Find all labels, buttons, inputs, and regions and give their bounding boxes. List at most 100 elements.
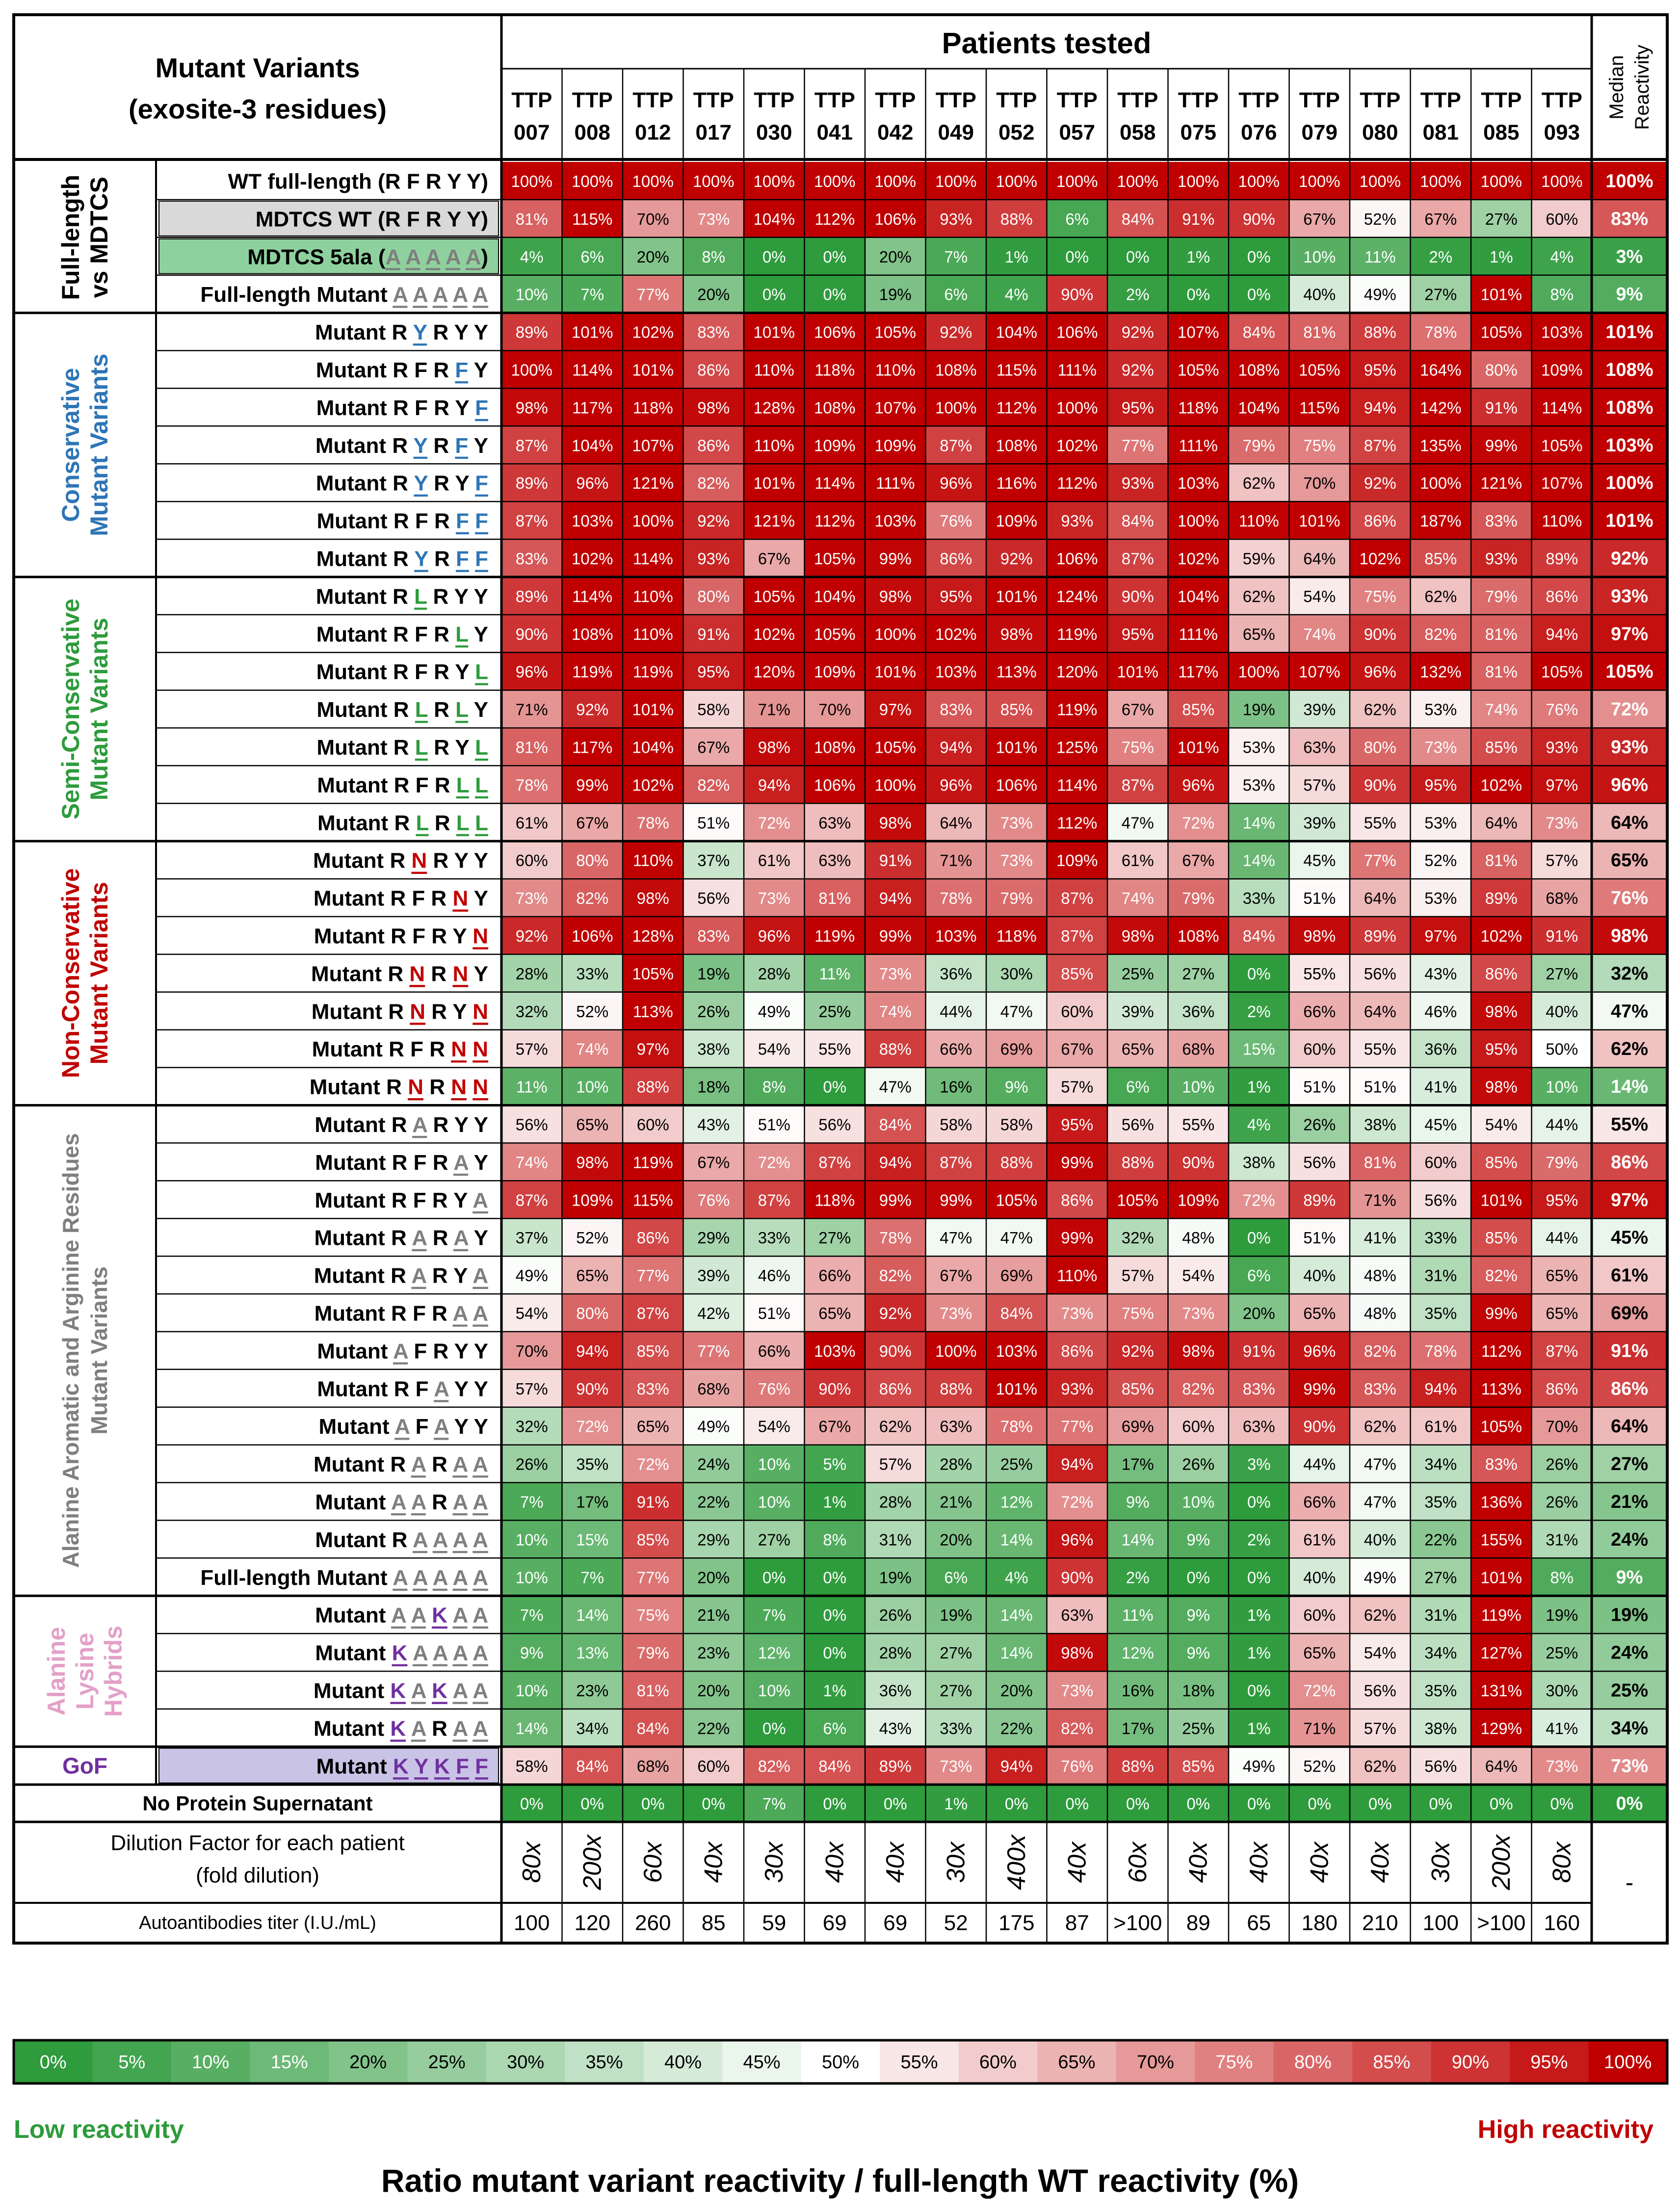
cell-value: 29% — [697, 1229, 730, 1247]
row-label: Mutant R F R Y F — [316, 395, 488, 420]
cell-value: 76% — [697, 1191, 730, 1209]
heatmap-cell — [501, 539, 562, 577]
median-value: 62% — [1611, 1039, 1648, 1059]
cell-value: 82% — [697, 776, 730, 794]
cell-value: 56% — [1364, 1682, 1396, 1700]
median-value: 55% — [1611, 1114, 1648, 1135]
heatmap-cell — [1289, 237, 1350, 275]
cell-value: 22% — [1424, 1530, 1457, 1549]
heatmap-cell — [623, 1445, 683, 1483]
heatmap-cell — [1350, 539, 1411, 577]
cell-value: 82% — [576, 889, 608, 907]
cell-value: 0% — [580, 1795, 604, 1813]
group-label: Semi-Conservative Mutant Variants — [57, 599, 113, 819]
heatmap-cell — [1229, 1181, 1289, 1219]
heatmap-cell — [1350, 1633, 1411, 1671]
heatmap-cell — [1531, 1181, 1592, 1219]
cell-value: 63% — [1061, 1606, 1093, 1624]
row-label: Mutant A F R Y Y — [317, 1339, 488, 1363]
heatmap-cell — [683, 162, 744, 200]
row-label: Mutant K Y K F F — [316, 1754, 488, 1778]
cell-value: 45% — [1424, 1115, 1457, 1133]
cell-value: 22% — [697, 1493, 730, 1511]
median-cell — [1592, 350, 1667, 389]
heatmap-cell — [744, 539, 805, 577]
row-label: Mutant R F R F Y — [316, 358, 488, 382]
heatmap-cell — [1047, 1785, 1107, 1822]
median-value: 86% — [1611, 1152, 1648, 1173]
cell-value: 73% — [940, 1757, 972, 1775]
heatmap-cell — [1107, 501, 1168, 539]
median-value: 45% — [1611, 1228, 1648, 1248]
heatmap-cell — [623, 1558, 683, 1596]
heatmap-cell — [1350, 350, 1411, 389]
heatmap-cell — [501, 1558, 562, 1596]
heatmap-cell — [865, 1482, 926, 1521]
cell-value: 88% — [1000, 210, 1033, 228]
cell-value: 48% — [1182, 1229, 1214, 1247]
cell-value: 70% — [1546, 1418, 1578, 1436]
row-label-text: Mutant A F R Y Y — [317, 1339, 488, 1363]
heatmap-cell — [1107, 1558, 1168, 1596]
heatmap-cell — [1531, 1558, 1592, 1596]
row-label: Mutant R A R Y Y — [315, 1112, 488, 1136]
heatmap-cell — [501, 162, 562, 200]
cell-value: 76% — [1061, 1757, 1093, 1775]
heatmap-cell — [562, 1331, 623, 1369]
row-label: Mutant A A K A A — [315, 1603, 488, 1627]
cell-value: 120% — [1056, 663, 1098, 681]
cell-value: 3% — [1247, 1455, 1271, 1474]
cell-value: 56% — [1364, 965, 1396, 983]
heatmap-cell — [744, 1746, 805, 1785]
titer-value: 160 — [1544, 1911, 1580, 1935]
row-label: Mutant R N R Y N — [312, 1000, 488, 1024]
legend-swatch-label: 100% — [1604, 2052, 1652, 2073]
heatmap-cell — [1229, 954, 1289, 992]
patient-id: 057 — [1059, 121, 1095, 145]
heatmap-cell — [1229, 1633, 1289, 1671]
heatmap-cell — [925, 1671, 986, 1709]
cell-value: 74% — [1485, 701, 1518, 719]
cell-value: 81% — [1485, 663, 1518, 681]
heatmap-cell — [562, 162, 623, 200]
heatmap-cell — [925, 426, 986, 464]
cell-value: 26% — [1303, 1115, 1336, 1133]
heatmap-cell — [1047, 1709, 1107, 1747]
heatmap-cell — [1410, 1029, 1471, 1068]
median-value: 69% — [1611, 1303, 1648, 1323]
heatmap-cell — [683, 577, 744, 615]
heatmap-cell — [986, 803, 1047, 842]
median-value: 100% — [1605, 171, 1653, 191]
cell-value: 48% — [1364, 1304, 1396, 1322]
heatmap-cell — [1289, 1067, 1350, 1106]
heatmap-cell — [1410, 765, 1471, 804]
cell-value: 84% — [576, 1757, 608, 1775]
legend-swatch — [250, 2040, 329, 2083]
cell-value: 6% — [944, 1568, 968, 1586]
legend-swatch-label: 20% — [349, 2052, 387, 2073]
cell-value: 114% — [814, 474, 855, 492]
heatmap-cell — [1289, 1596, 1350, 1634]
heatmap-cell — [623, 1331, 683, 1369]
heatmap-cell — [683, 1482, 744, 1521]
cell-value: 87% — [940, 436, 972, 454]
cell-value: 80% — [576, 851, 608, 869]
cell-value: 105% — [1299, 361, 1340, 379]
heatmap-cell — [1531, 388, 1592, 426]
cell-value: 39% — [1303, 701, 1336, 719]
heatmap-cell — [744, 1482, 805, 1521]
heatmap-cell — [1168, 1482, 1229, 1521]
heatmap-cell — [804, 728, 865, 766]
median-value: 64% — [1611, 813, 1648, 833]
heatmap-cell — [1168, 1105, 1229, 1143]
group-label: Non-Conservative Mutant Variants — [57, 868, 113, 1078]
heatmap-cell — [986, 275, 1047, 313]
heatmap-cell — [1047, 879, 1107, 917]
legend-swatch-label: 95% — [1530, 2052, 1568, 2073]
row-label: Mutant R Y R F F — [316, 547, 488, 571]
cell-value: 102% — [632, 323, 674, 342]
median-cell — [1592, 426, 1667, 464]
heatmap-cell — [1168, 992, 1229, 1030]
cell-value: 98% — [637, 889, 669, 907]
cell-value: 0% — [1186, 286, 1210, 304]
